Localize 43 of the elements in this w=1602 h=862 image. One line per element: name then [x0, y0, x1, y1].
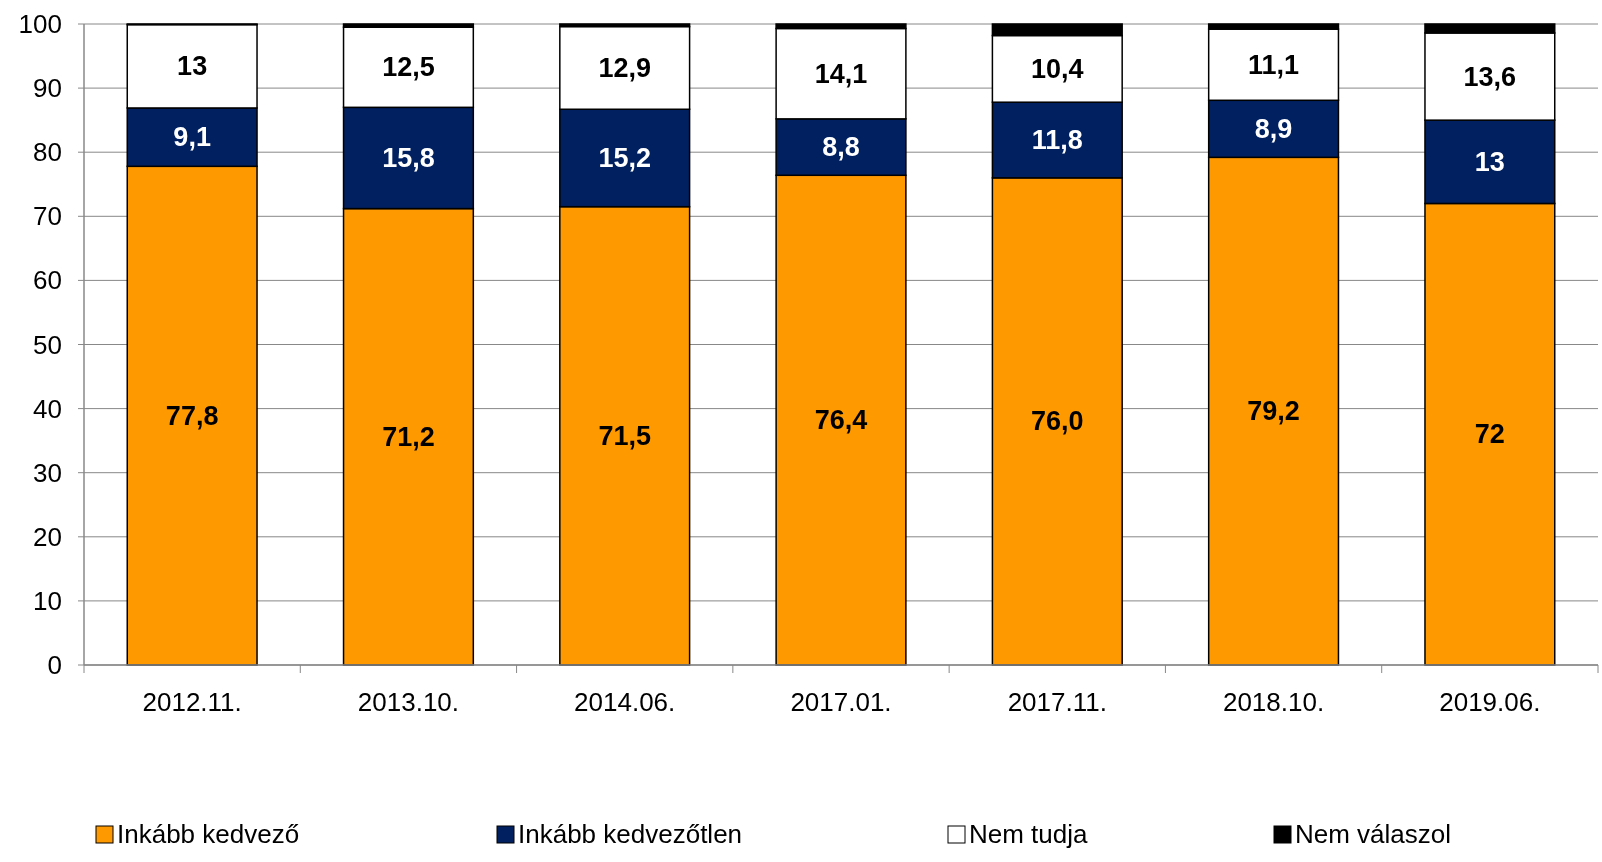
data-label: 13	[177, 51, 208, 82]
data-label: 8,9	[1254, 113, 1293, 144]
data-label: 71,2	[382, 421, 435, 452]
x-tick-label: 2017.01.	[790, 687, 892, 717]
legend-label: Inkább kedvezőtlen	[518, 819, 743, 849]
data-label: 10,4	[1031, 53, 1084, 84]
data-label: 11,8	[1031, 125, 1083, 156]
data-label: 76,4	[814, 405, 868, 436]
data-label: 79,2	[1247, 396, 1300, 427]
x-tick-label: 2014.06.	[574, 687, 676, 717]
y-tick-label: 50	[33, 329, 62, 360]
y-tick-label: 0	[47, 650, 62, 680]
y-tick-label: 10	[33, 585, 62, 616]
x-tick-label: 2019.06.	[1439, 687, 1541, 717]
x-tick-label: 2012.11.	[142, 687, 242, 717]
data-label: 76,0	[1031, 406, 1084, 437]
data-label: 8,8	[822, 132, 860, 163]
y-tick-label: 40	[33, 393, 62, 424]
x-tick-label: 2018.10.	[1222, 687, 1325, 717]
y-tick-label: 100	[18, 9, 62, 39]
y-tick-label: 70	[33, 201, 62, 232]
y-tick-label: 90	[33, 73, 62, 104]
data-label: 13	[1474, 146, 1505, 177]
legend-label: Nem válaszol	[1295, 819, 1452, 849]
y-tick-label: 30	[33, 457, 62, 488]
data-label: 77,8	[165, 400, 219, 431]
data-label: 12,5	[382, 52, 435, 83]
y-tick-label: 20	[33, 521, 62, 552]
data-label: 13,6	[1463, 61, 1517, 92]
x-tick-label: 2013.10.	[357, 687, 460, 717]
data-label: 72	[1474, 419, 1505, 450]
data-label: 15,8	[382, 142, 435, 173]
legend-label: Nem tudja	[969, 819, 1089, 849]
legend-label: Inkább kedvező	[117, 819, 300, 849]
y-tick-label: 80	[33, 137, 62, 168]
x-tick-label: 2017.11.	[1007, 687, 1107, 717]
y-tick-label: 60	[33, 265, 62, 296]
data-label: 15,2	[598, 142, 651, 173]
data-label: 11,1	[1248, 49, 1300, 80]
data-label: 9,1	[173, 122, 211, 153]
data-label: 71,5	[598, 420, 651, 451]
data-label: 12,9	[598, 52, 651, 83]
data-label: 14,1	[814, 58, 868, 89]
